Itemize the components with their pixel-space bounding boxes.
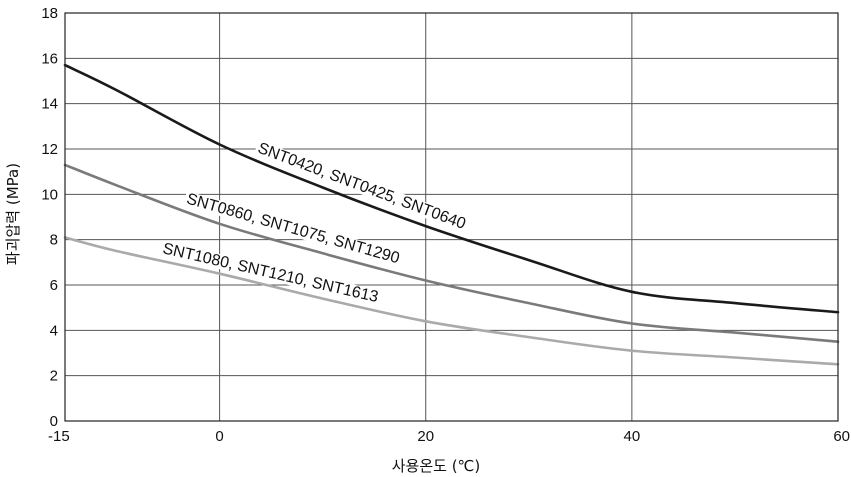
series-line-2 — [63, 163, 840, 343]
y-axis-title: 파괴압력 (MPa) — [4, 163, 22, 265]
x-axis-title: 사용온도 (℃) — [392, 457, 481, 475]
y-tick-label: 16 — [41, 50, 58, 67]
y-tick-label: 0 — [50, 413, 58, 430]
x-tick-label: 0 — [215, 428, 223, 445]
series-line-3 — [63, 236, 840, 366]
y-tick-label: 2 — [50, 368, 58, 385]
x-tick-label: 60 — [833, 428, 850, 445]
x-tick-label: -15 — [48, 428, 70, 445]
series-line-1 — [63, 63, 840, 314]
y-tick-label: 12 — [41, 141, 58, 158]
y-tick-label: 4 — [50, 322, 58, 339]
plot-frame — [64, 12, 839, 422]
x-tick-label: 20 — [417, 428, 434, 445]
y-tick-label: 10 — [41, 186, 58, 203]
y-tick-label: 8 — [50, 232, 58, 249]
series-label-background — [159, 240, 382, 306]
y-tick-label: 14 — [41, 96, 58, 113]
series-label-background — [182, 191, 404, 267]
series-lines — [63, 63, 840, 366]
plot-border — [64, 12, 839, 422]
y-tick-label: 18 — [41, 5, 58, 22]
y-tick-label: 6 — [50, 277, 58, 294]
series-label-background — [253, 140, 470, 233]
x-tick-label: 40 — [624, 428, 641, 445]
